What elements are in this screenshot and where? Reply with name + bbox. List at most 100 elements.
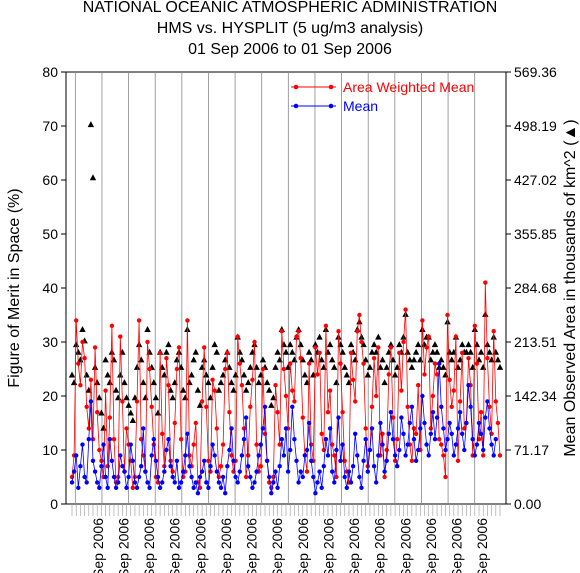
area-weighted-mean-point (462, 426, 467, 431)
observed-area-point (440, 363, 447, 370)
observed-area-point (68, 371, 76, 378)
area-weighted-mean-point (416, 383, 421, 388)
mean-point (210, 442, 215, 447)
observed-area-point (387, 341, 395, 348)
mean-point (275, 485, 280, 490)
mean-point (355, 453, 360, 458)
mean-point (374, 480, 379, 485)
observed-area-point (352, 356, 359, 363)
observed-area-point (228, 379, 235, 386)
area-weighted-mean-point (443, 474, 448, 480)
area-weighted-mean-point (298, 356, 303, 361)
area-weighted-mean-point (319, 431, 324, 436)
mean-point (409, 404, 415, 409)
mean-point (483, 415, 488, 420)
area-weighted-mean-point (445, 312, 450, 318)
mean-point (84, 480, 89, 485)
observed-area-point (230, 386, 237, 393)
mean-point (130, 458, 135, 463)
mean-point (107, 437, 113, 442)
observed-area-point (473, 341, 481, 348)
mean-point (120, 464, 125, 469)
observed-area-point (433, 348, 441, 355)
mean-point (405, 442, 410, 447)
area-weighted-mean-point (323, 323, 329, 328)
observed-area-point (171, 379, 179, 386)
mean-point (285, 469, 291, 474)
area-weighted-mean-point (145, 339, 150, 345)
mean-point (206, 485, 211, 490)
mean-point (243, 415, 249, 420)
area-weighted-mean-point (441, 453, 446, 458)
mean-point (336, 415, 341, 420)
observed-area-point (297, 341, 304, 348)
observed-area-point (417, 356, 424, 363)
observed-area-point (140, 379, 147, 386)
area-weighted-mean-point (223, 366, 228, 372)
mean-point (111, 474, 117, 480)
mean-point (204, 480, 209, 485)
observed-area-point (213, 348, 220, 355)
mean-point (82, 474, 87, 480)
mean-point (237, 469, 242, 474)
area-weighted-mean-point (369, 404, 375, 409)
observed-area-point (255, 379, 262, 386)
mean-point (397, 447, 402, 453)
mean-point (178, 480, 184, 485)
area-weighted-mean-point (397, 350, 402, 355)
area-weighted-mean-point (432, 361, 438, 366)
observed-area-point (161, 371, 168, 378)
mean-point (449, 431, 454, 436)
area-weighted-mean-point (481, 453, 486, 458)
mean-point (378, 420, 383, 426)
x-tick-label: Sep 2006 (141, 518, 157, 573)
mean-point (134, 485, 140, 490)
area-weighted-mean-point (474, 361, 480, 366)
mean-point (183, 453, 188, 458)
area-weighted-mean-point (204, 404, 209, 409)
mean-point (369, 426, 375, 431)
area-weighted-mean-point (334, 474, 339, 480)
mean-point (126, 474, 131, 480)
mean-point (241, 437, 247, 442)
area-weighted-mean-point (384, 447, 389, 453)
observed-area-point (301, 371, 309, 378)
mean-point (470, 437, 475, 442)
mean-point (99, 464, 104, 469)
mean-point (90, 458, 96, 463)
area-weighted-mean-point (134, 399, 140, 404)
mean-point (330, 469, 335, 474)
observed-area-point (307, 356, 315, 363)
area-weighted-mean-point (453, 334, 459, 339)
y-tick-right-label: 498.19 (514, 118, 557, 134)
observed-area-point (381, 379, 388, 386)
observed-area-point (484, 341, 491, 348)
mean-point (432, 437, 438, 442)
area-weighted-mean-point (455, 458, 461, 463)
mean-point (118, 453, 123, 458)
mean-point (189, 474, 194, 480)
x-axis: Sep 2006 Sep 2006 Sep 2006 Sep 2006 Sep 2006… (71, 504, 501, 573)
area-weighted-mean-point (485, 356, 490, 361)
observed-area-point (438, 356, 445, 363)
area-weighted-mean-point (208, 469, 213, 474)
x-tick-label: Sep 2006 (449, 518, 465, 573)
observed-area-point (127, 409, 134, 416)
x-tick-label: Sep 2006 (244, 518, 260, 573)
area-weighted-mean-point (313, 345, 318, 350)
area-weighted-mean-point (252, 339, 257, 345)
mean-point (141, 426, 146, 431)
x-tick-label: Sep 2006 (320, 518, 336, 573)
legend-awm-marker-1 (293, 84, 299, 90)
mean-point (468, 404, 473, 409)
area-weighted-mean-point (214, 426, 219, 431)
observed-area-point (347, 341, 355, 348)
area-weighted-mean-point (86, 426, 92, 431)
legend-awm-marker-2 (328, 84, 334, 90)
area-weighted-mean-point (288, 361, 293, 366)
area-weighted-mean-point (411, 426, 417, 431)
observed-area-point (169, 394, 176, 401)
mean-point (489, 442, 494, 447)
mean-point (260, 426, 266, 431)
observed-area-point (211, 341, 218, 348)
